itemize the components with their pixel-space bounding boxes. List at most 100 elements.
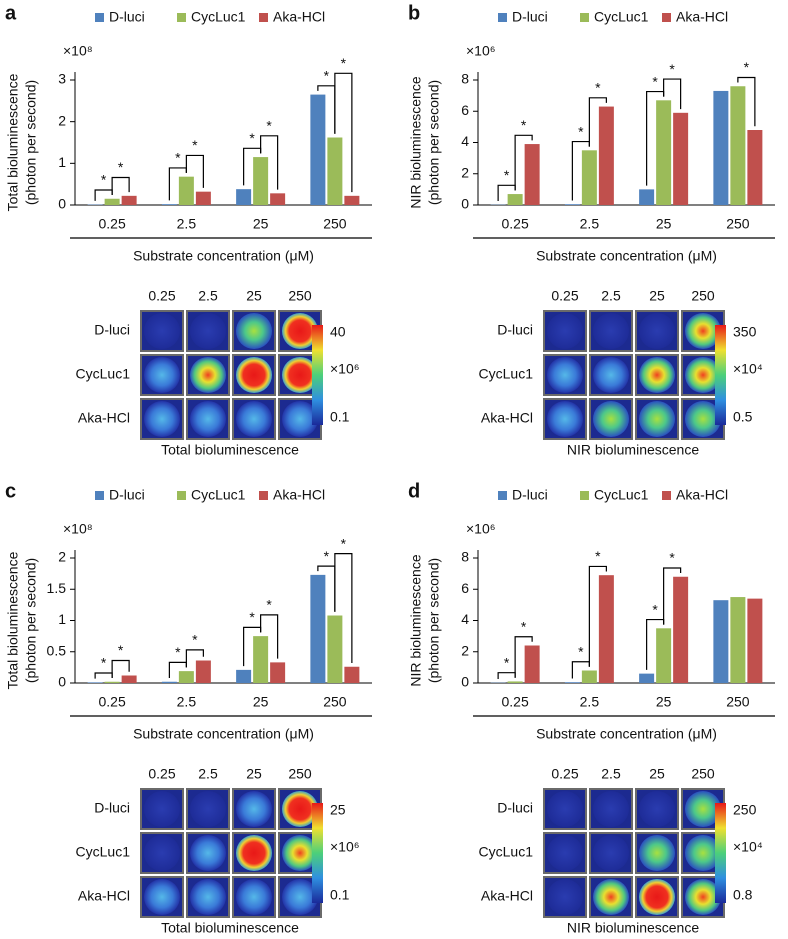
well	[547, 313, 583, 349]
bar	[195, 191, 211, 205]
significance-bracket	[111, 176, 130, 195]
bar	[253, 157, 269, 205]
bar	[253, 636, 269, 683]
y-tick-label: 4	[461, 611, 469, 627]
bar	[673, 576, 689, 683]
significance-star: *	[504, 654, 510, 670]
well	[190, 879, 226, 915]
bar	[327, 137, 343, 205]
well	[144, 879, 180, 915]
well	[685, 357, 721, 393]
legend-label: Aka-HCl	[273, 487, 325, 503]
x-tick-label: 0.25	[99, 694, 126, 710]
x-axis-label: Substrate concentration (μM)	[133, 248, 314, 264]
legend-swatch	[95, 491, 104, 500]
x-tick-label: 250	[323, 694, 347, 710]
significance-star: *	[341, 535, 347, 551]
legend-label: D-luci	[512, 9, 548, 25]
y-tick-label: 2	[58, 549, 66, 565]
row-label: Aka-HCl	[78, 410, 130, 426]
legend-swatch	[662, 13, 671, 22]
bar	[161, 204, 177, 205]
legend-swatch	[498, 13, 507, 22]
legend-swatch	[177, 13, 186, 22]
y-tick-label: 4	[461, 133, 469, 149]
legend-label: Aka-HCl	[676, 487, 728, 503]
well	[282, 791, 318, 827]
well	[282, 357, 318, 393]
significance-bracket	[588, 97, 607, 147]
bar	[178, 671, 194, 683]
significance-bracket	[185, 154, 204, 188]
image-caption: Total bioluminescence	[161, 442, 299, 458]
well	[685, 401, 721, 437]
significance-star: *	[249, 609, 255, 625]
bar	[524, 144, 540, 205]
colorbar-min: 0.1	[330, 887, 350, 903]
legend-label: D-luci	[109, 9, 145, 25]
well	[282, 835, 318, 871]
bar	[344, 195, 360, 205]
significance-star: *	[341, 55, 347, 71]
well	[547, 835, 583, 871]
column-label: 250	[288, 766, 312, 782]
column-label: 0.25	[148, 766, 175, 782]
y-axis-label: (photon per second)	[23, 558, 39, 683]
bar	[270, 193, 286, 205]
legend-label: CycLuc1	[594, 487, 649, 503]
bar	[161, 681, 177, 683]
x-tick-label: 0.25	[99, 216, 126, 232]
bar	[507, 681, 523, 683]
well	[282, 879, 318, 915]
column-label: 0.25	[148, 288, 175, 304]
colorbar	[312, 325, 323, 425]
panel-letter: c	[5, 480, 16, 502]
well	[639, 357, 675, 393]
column-label: 25	[649, 766, 665, 782]
bar	[564, 204, 580, 205]
well	[236, 791, 272, 827]
row-label: D-luci	[497, 800, 533, 816]
row-label: Aka-HCl	[78, 888, 130, 904]
x-tick-label: 250	[323, 216, 347, 232]
row-label: CycLuc1	[76, 844, 131, 860]
well	[593, 879, 629, 915]
significance-bracket	[588, 565, 607, 667]
significance-bracket	[663, 567, 682, 625]
colorbar-multiplier: ×10⁴	[733, 839, 763, 855]
y-tick-label: 0	[58, 674, 66, 690]
colorbar	[715, 803, 726, 903]
significance-star: *	[101, 655, 107, 671]
legend-swatch	[498, 491, 507, 500]
legend-swatch	[259, 491, 268, 500]
well	[236, 313, 272, 349]
well	[190, 357, 226, 393]
x-tick-label: 25	[253, 216, 269, 232]
significance-star: *	[578, 643, 584, 659]
column-label: 250	[691, 766, 715, 782]
well	[144, 357, 180, 393]
panel-letter: d	[408, 480, 420, 502]
well	[236, 835, 272, 871]
colorbar	[312, 803, 323, 903]
significance-star: *	[249, 130, 255, 146]
column-label: 250	[691, 288, 715, 304]
y-tick-label: 0	[461, 674, 469, 690]
bar	[104, 681, 120, 683]
well	[685, 791, 721, 827]
y-axis-label: Total bioluminescence	[5, 73, 21, 211]
significance-star: *	[175, 644, 181, 660]
well	[639, 313, 675, 349]
significance-bracket	[514, 134, 533, 191]
row-label: CycLuc1	[479, 844, 534, 860]
image-caption: NIR bioluminescence	[567, 920, 699, 936]
colorbar-min: 0.1	[330, 409, 350, 425]
well	[282, 401, 318, 437]
well	[282, 313, 318, 349]
well	[593, 791, 629, 827]
bar	[236, 669, 252, 683]
well	[236, 879, 272, 915]
legend-label: CycLuc1	[594, 9, 649, 25]
well	[190, 401, 226, 437]
well	[547, 879, 583, 915]
